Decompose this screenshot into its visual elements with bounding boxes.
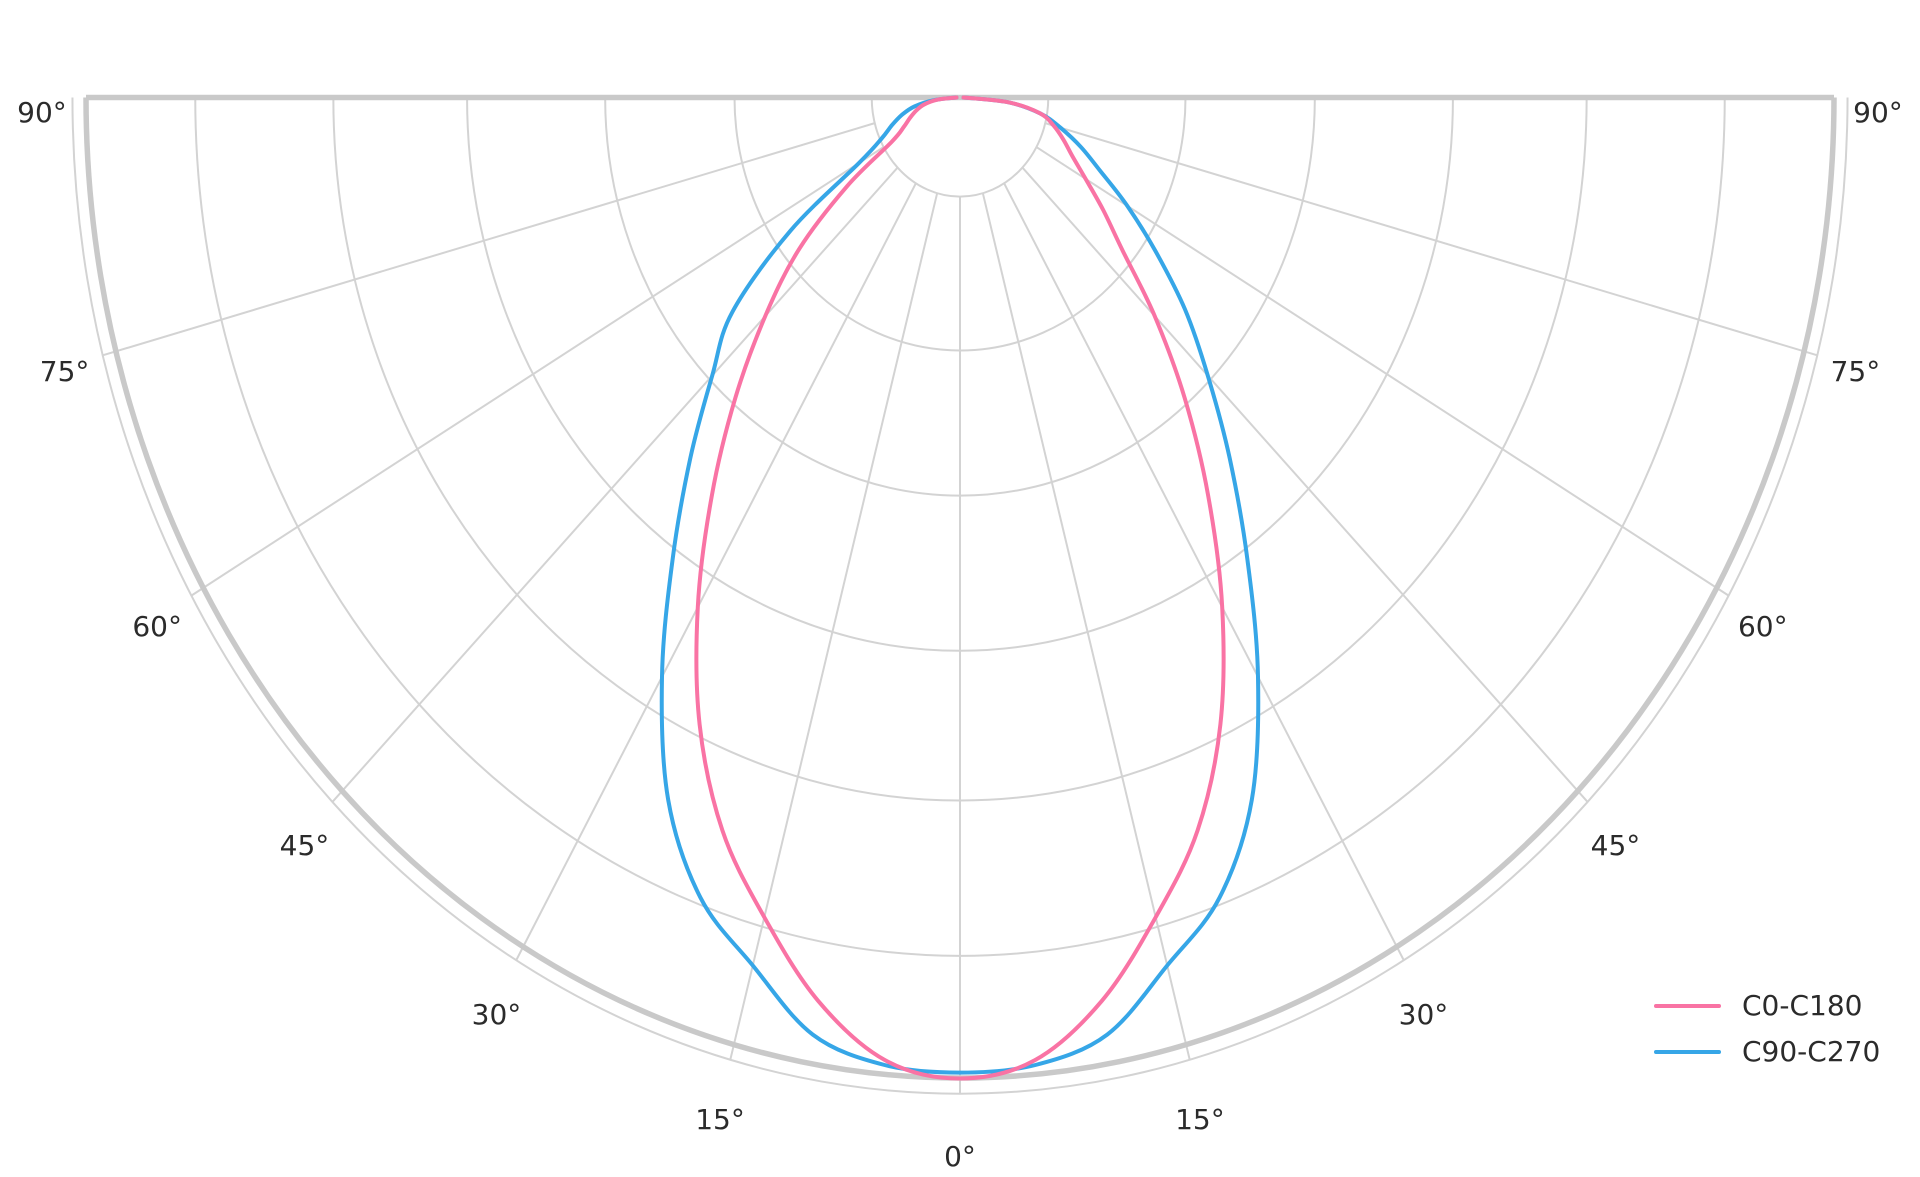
legend-line-c0-c180 [1654, 1004, 1721, 1008]
angle-tick-label-right-15: 15° [1175, 1103, 1225, 1137]
angle-tick-label-right-60: 60° [1737, 610, 1788, 643]
legend-line-c90-c270 [1654, 1050, 1721, 1054]
angle-tick-label-right-90: 90° [1853, 95, 1903, 129]
angle-tick-label-right-30: 30° [1398, 997, 1449, 1031]
angle-tick-label-right-75: 75° [1830, 354, 1881, 388]
grid-spoke [1044, 122, 1818, 357]
angle-tick-label-center-0: 0° [944, 1139, 976, 1173]
angle-tick-label-left-30: 30° [471, 997, 522, 1031]
grid-spoke [102, 122, 876, 357]
angle-tick-label-left-15: 15° [695, 1103, 745, 1137]
angle-tick-label-left-45: 45° [279, 829, 330, 863]
outer-thin-ring [71, 97, 1849, 1095]
angle-tick-label-left-90: 90° [17, 95, 67, 129]
angle-tick-label-left-75: 75° [39, 354, 90, 388]
grid-spoke [1003, 182, 1405, 961]
curve-c0-c180 [694, 95, 1226, 1081]
legend-label-c0-c180: C0-C180 [1742, 989, 1863, 1022]
angle-tick-label-right-45: 45° [1590, 829, 1641, 863]
grid-spoke [1021, 166, 1589, 803]
grid-spoke [331, 166, 899, 803]
legend-item-c90-c270: C90-C270 [1654, 1029, 1880, 1075]
curve-c90-c270 [659, 95, 1261, 1075]
legend: C0-C180 C90-C270 [1654, 983, 1880, 1075]
grid-spoke [515, 182, 917, 961]
legend-label-c90-c270: C90-C270 [1742, 1035, 1881, 1068]
angle-tick-label-left-60: 60° [132, 610, 183, 643]
grid-spoke [1035, 146, 1730, 597]
grid-spoke [190, 146, 885, 597]
grid-ring [870, 97, 1050, 197]
legend-item-c0-c180: C0-C180 [1654, 983, 1880, 1029]
